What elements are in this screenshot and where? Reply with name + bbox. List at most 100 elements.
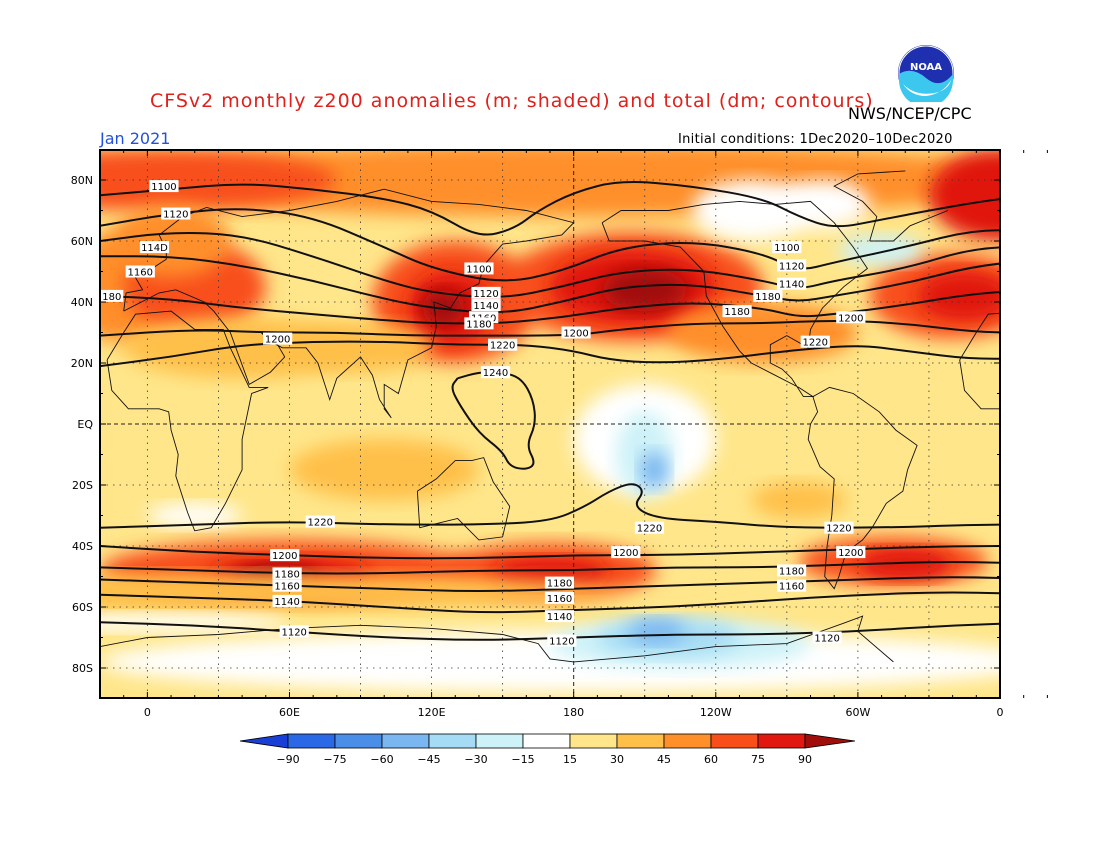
shade-southern-jet-core-3 [857,549,953,580]
lon-label: 60W [845,706,870,719]
svg-text:1120: 1120 [814,634,839,645]
svg-text:1160: 1160 [547,594,572,605]
svg-text:1220: 1220 [803,338,828,349]
contour-label: 1200 [263,332,293,346]
colorbar-arrow-left [239,733,289,749]
svg-text:1200: 1200 [272,551,297,562]
shade-greenland-white [775,180,870,229]
contour-label: 1220 [824,521,854,535]
shade-arctic-red-west [928,150,1000,241]
contour-label: 1200 [270,549,300,562]
shade-antarctic-blue-core [628,619,685,644]
shade-southern-orange-band [100,573,621,611]
shade-indian-ocean-orange [289,439,479,501]
contour-label: 1120 [471,286,501,300]
contour-label: 1160 [544,591,575,605]
contour-label: 1100 [464,262,494,275]
colorbar-label: 15 [563,753,577,766]
colorbar-label: 75 [751,753,765,766]
shade-labrador-blue [838,234,925,266]
colorbar-swatch [334,733,383,749]
svg-text:1220: 1220 [490,341,515,352]
colorbar-label: −90 [276,753,299,766]
map-title: CFSv2 monthly z200 anomalies (m; shaded)… [150,90,874,112]
svg-text:1200: 1200 [265,335,290,346]
lat-label: 60S [72,601,93,614]
contour-label: 1140 [544,610,575,623]
svg-text:1220: 1220 [637,524,662,535]
lat-label: 60N [71,235,93,248]
svg-text:1160: 1160 [128,268,153,279]
contour-1160 [100,576,1000,592]
contour-1100 [100,181,1000,236]
lon-label: 120W [700,706,732,719]
contour-label: 1180 [753,289,783,303]
svg-text:1100: 1100 [774,243,799,254]
svg-text:1140: 1140 [274,597,299,608]
contour-label: 1200 [836,546,866,559]
initial-conditions: Initial conditions: 1Dec2020–10Dec2020 [678,132,953,147]
colorbar-label: −75 [323,753,346,766]
svg-text:1140: 1140 [779,280,804,291]
height-contours: 1100 1100 1100 1120 1120 1120 114D 1140 1140 1160… [100,180,1000,648]
contour-label: 1120 [161,207,191,221]
colorbar-swatch [381,733,430,749]
lat-label: 20S [72,479,93,492]
colorbar-label: −15 [511,753,534,766]
contour-1120 [100,208,1000,282]
colorbar-swatch [428,733,477,749]
svg-text:1180: 1180 [466,319,491,330]
coast-australia [416,457,511,541]
svg-text:1120: 1120 [163,210,188,221]
contour-label: 1140 [272,594,302,608]
contour-label: 1180 [544,576,575,590]
logo-text: NOAA [910,62,942,73]
colorbar-label: −45 [417,753,440,766]
svg-text:1180: 1180 [547,579,572,590]
contour-label: 1140 [471,299,501,312]
contour-label: 1120 [776,259,807,272]
colorbar: −90 −75 −60 −45 −30 −15 15 30 45 60 75 90 [239,733,856,766]
contour-label: 114D [139,241,170,254]
svg-text:1180: 1180 [755,292,780,303]
svg-text:1180: 1180 [724,307,749,318]
lon-label: 0 [144,706,151,719]
contour-label: 1220 [634,521,665,535]
shade-north-pacific-max [602,268,688,312]
contour-1120 [100,621,1000,641]
contour-label: 1160 [776,579,807,593]
lat-label: 20N [71,357,93,370]
lat-label: 80S [72,662,93,675]
svg-text:1100: 1100 [151,182,176,193]
colorbar-label: 30 [610,753,624,766]
coast-africa [106,310,269,532]
svg-text:114D: 114D [141,243,168,254]
svg-text:1100: 1100 [466,264,491,275]
contour-label: 1200 [561,326,591,340]
svg-text:180: 180 [102,292,121,303]
lon-label: 180 [563,706,584,719]
svg-text:1120: 1120 [779,261,804,272]
svg-text:1240: 1240 [483,368,508,379]
lon-label: 0 [997,706,1004,719]
forecast-month: Jan 2021 [100,129,171,148]
contour-label: 180 [100,289,124,303]
contour-1180 [100,561,1000,575]
contour-label: 1220 [800,335,830,349]
lat-label: EQ [77,418,93,431]
svg-text:1200: 1200 [613,548,638,559]
contour-label: 1140 [776,277,807,291]
svg-text:1120: 1120 [281,627,306,638]
contour-label: 1220 [305,515,335,529]
colorbar-label: 45 [657,753,671,766]
axis-ticks [99,150,1048,698]
colorbar-swatch [287,733,336,749]
lon-label: 60E [279,706,300,719]
svg-text:1220: 1220 [308,518,333,529]
contour-label: 1160 [125,265,155,279]
svg-text:1180: 1180 [779,566,804,577]
svg-text:1140: 1140 [547,612,572,623]
contour-label: 1100 [772,241,802,254]
longitude-labels: 0 60E 120E 180 120W 60W 0 [144,706,1004,719]
colorbar-label: 60 [704,753,718,766]
